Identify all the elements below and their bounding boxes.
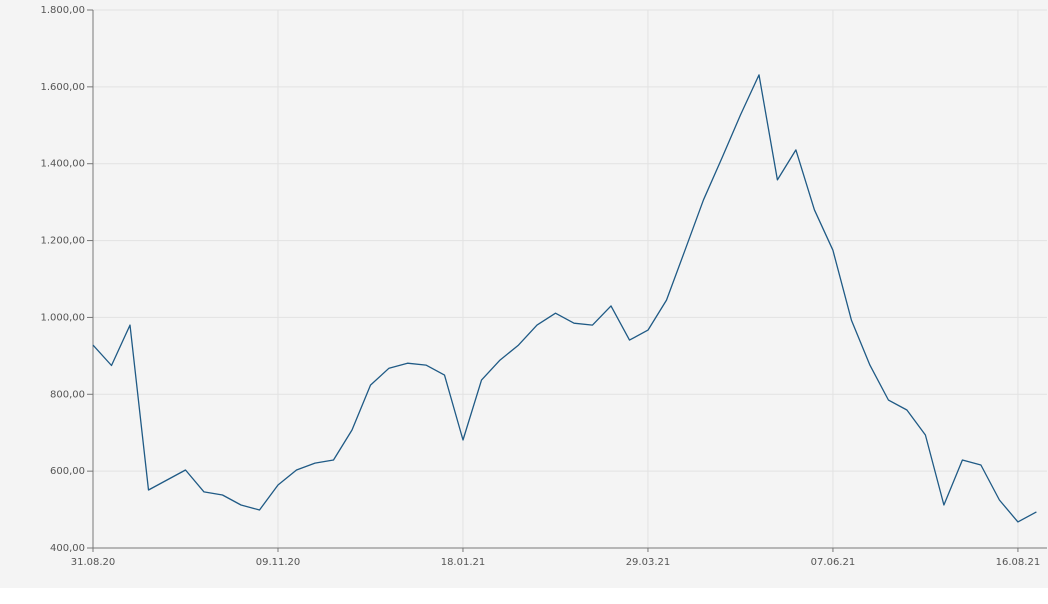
y-tick-label: 1.400,00 <box>40 159 85 170</box>
y-tick-label: 800,00 <box>50 389 85 400</box>
x-tick-label: 18.01.21 <box>441 557 486 568</box>
line <box>92 74 1037 523</box>
x-tick-label: 09.11.20 <box>256 557 301 568</box>
y-tick-label: 600,00 <box>50 466 85 477</box>
x-tick-label: 07.06.21 <box>811 557 856 568</box>
x-tick-label: 16.08.21 <box>996 557 1041 568</box>
y-tick-label: 1.800,00 <box>40 5 85 16</box>
y-tick-label: 400,00 <box>50 543 85 554</box>
y-tick-label: 1.000,00 <box>40 312 85 323</box>
y-tick-label: 1.200,00 <box>40 236 85 247</box>
x-tick-label: 29.03.21 <box>626 557 671 568</box>
x-tick-label: 31.08.20 <box>71 557 116 568</box>
background <box>0 0 1048 588</box>
y-tick-label: 1.600,00 <box>40 82 85 93</box>
